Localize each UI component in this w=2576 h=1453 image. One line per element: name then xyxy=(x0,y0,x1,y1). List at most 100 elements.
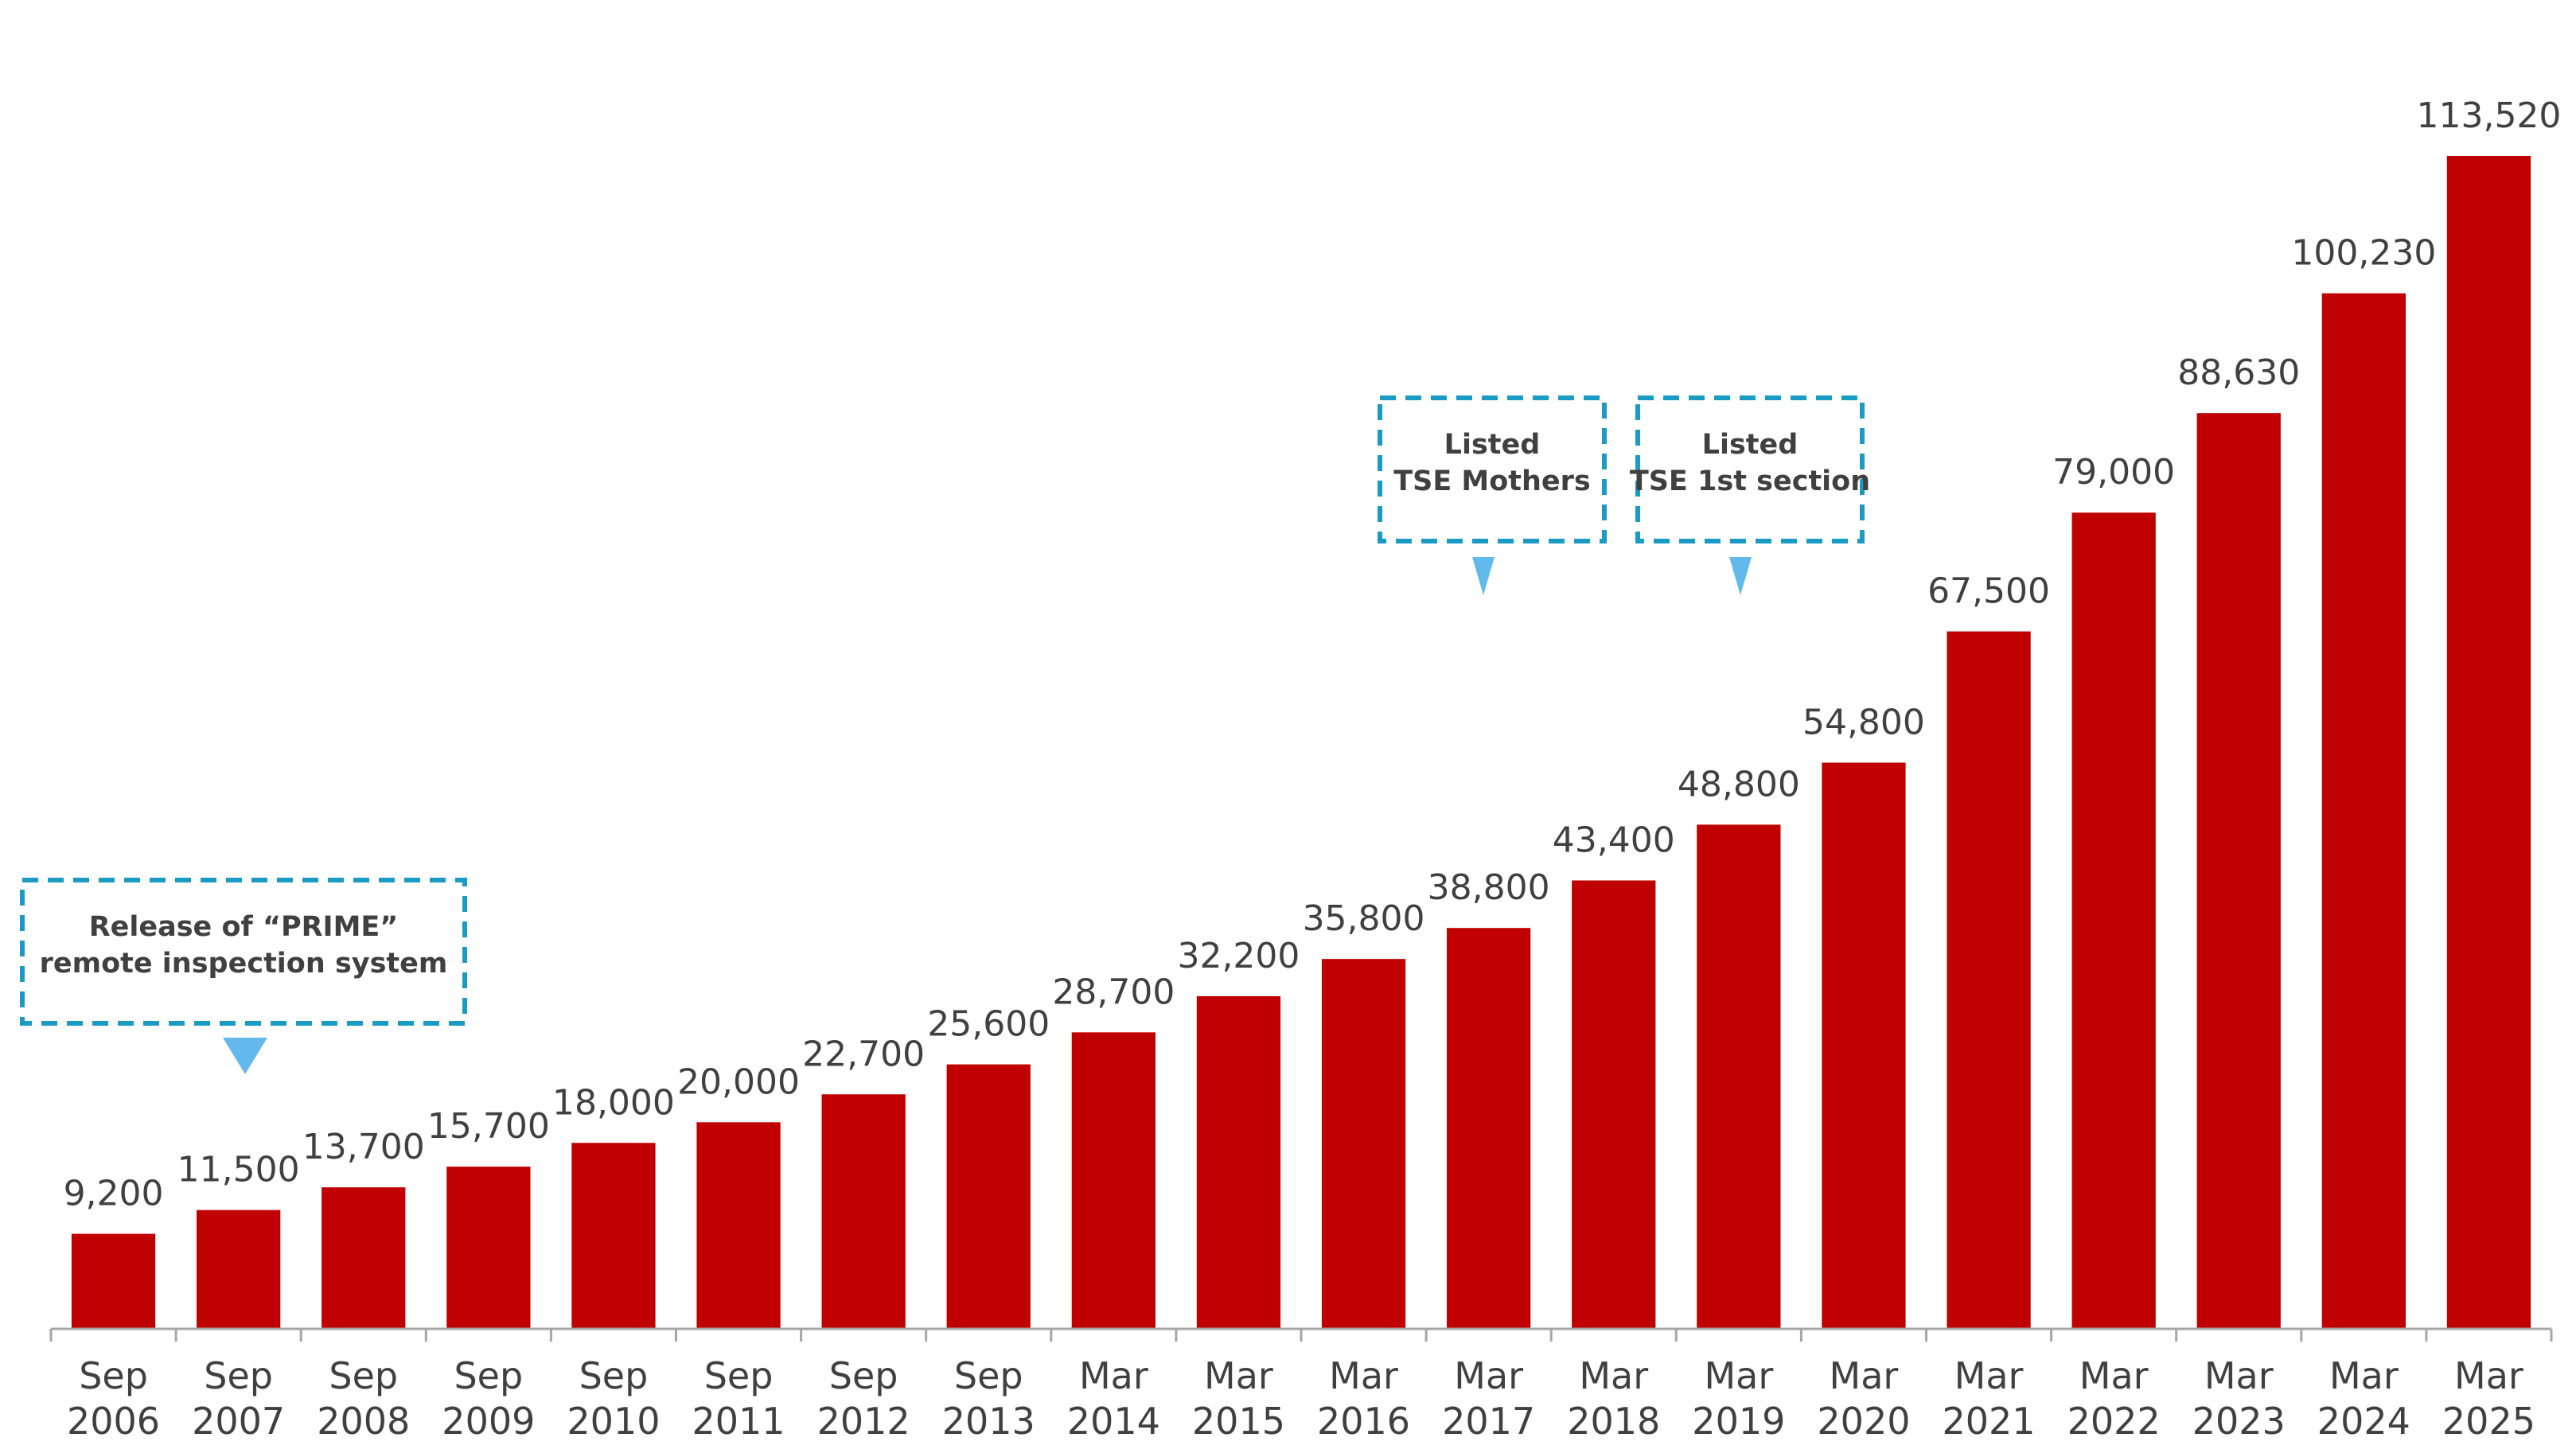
x-tick-label-year-3: 2009 xyxy=(442,1400,535,1443)
bar-value-label-6: 22,700 xyxy=(802,1034,925,1074)
x-tick-label-year-12: 2018 xyxy=(1567,1400,1660,1443)
bar-value-label-19: 113,520 xyxy=(2416,95,2561,136)
x-tick-label-month-7: Sep xyxy=(954,1354,1023,1397)
bar-value-label-2: 13,700 xyxy=(302,1127,425,1167)
x-tick-label-month-11: Mar xyxy=(1454,1354,1523,1397)
x-tick-label-month-18: Mar xyxy=(2329,1354,2399,1397)
annotation-text-2-1: TSE 1st section xyxy=(1630,466,1870,497)
x-tick-label-month-4: Sep xyxy=(579,1354,649,1397)
x-tick-label-year-18: 2024 xyxy=(2317,1400,2410,1443)
bars-layer xyxy=(71,156,2531,1329)
x-tick-label-month-3: Sep xyxy=(454,1354,523,1397)
bar-value-label-16: 79,000 xyxy=(2052,452,2175,493)
x-tick-label-month-17: Mar xyxy=(2204,1354,2274,1397)
bar-10 xyxy=(1321,959,1406,1329)
annotation-text-0-0: Release of “PRIME” xyxy=(89,911,399,943)
bar-value-label-17: 88,630 xyxy=(2177,353,2300,393)
bar-16 xyxy=(2071,512,2156,1329)
bar-5 xyxy=(696,1122,781,1329)
x-tick-label-year-17: 2023 xyxy=(2192,1400,2286,1443)
x-tick-label-month-8: Mar xyxy=(1079,1354,1148,1397)
bar-value-label-5: 20,000 xyxy=(677,1062,800,1102)
x-tick-label-year-7: 2013 xyxy=(942,1400,1035,1443)
bar-value-labels: 9,200 11,50013,70015,70018,00020,00022,70… xyxy=(64,95,2562,1214)
bar-value-label-18: 100,230 xyxy=(2291,233,2436,274)
x-tick-label-month-0: Sep xyxy=(79,1354,148,1397)
bar-0 xyxy=(71,1233,156,1329)
bar-3 xyxy=(446,1167,531,1329)
bar-11 xyxy=(1447,928,1531,1329)
bar-7 xyxy=(946,1064,1031,1329)
annotation-arrow-icon-1 xyxy=(1472,557,1495,595)
x-tick-label-month-15: Mar xyxy=(1954,1354,2024,1397)
x-axis-ticks xyxy=(49,1329,2553,1342)
bar-value-label-8: 28,700 xyxy=(1052,972,1175,1012)
bar-6 xyxy=(821,1094,906,1329)
x-tick-label-year-19: 2025 xyxy=(2442,1400,2535,1443)
bar-value-label-15: 67,500 xyxy=(1927,571,2050,612)
bar-value-label-12: 43,400 xyxy=(1553,820,1675,860)
x-tick-label-month-5: Sep xyxy=(704,1354,774,1397)
x-tick-label-year-13: 2019 xyxy=(1692,1400,1785,1443)
x-tick-label-year-9: 2015 xyxy=(1192,1400,1285,1443)
bar-value-label-0: 9,200 xyxy=(64,1174,164,1214)
bar-4 xyxy=(571,1143,656,1329)
x-tick-label-month-1: Sep xyxy=(204,1354,273,1397)
annotation-arrow-icon-0 xyxy=(223,1038,267,1074)
x-tick-label-year-15: 2021 xyxy=(1943,1400,2036,1443)
bar-value-label-3: 15,700 xyxy=(427,1106,550,1147)
bar-1 xyxy=(197,1210,281,1329)
bar-value-label-14: 54,800 xyxy=(1802,702,1925,742)
bar-12 xyxy=(1572,880,1656,1329)
bar-value-label-10: 35,800 xyxy=(1303,898,1425,939)
annotation-arrow-icon-2 xyxy=(1729,557,1752,595)
x-tick-label-year-10: 2016 xyxy=(1317,1400,1410,1443)
x-tick-label-month-14: Mar xyxy=(1830,1354,1899,1397)
annotation-box-2 xyxy=(1635,395,1865,543)
x-tick-label-year-0: 2006 xyxy=(67,1400,160,1443)
bar-17 xyxy=(2196,413,2281,1329)
annotation-text-2-0: Listed xyxy=(1702,429,1799,461)
bar-value-label-9: 32,200 xyxy=(1177,936,1300,976)
annotations-layer: Release of “PRIME” remote inspection syst… xyxy=(20,395,1870,1074)
annotation-text-1-1: TSE Mothers xyxy=(1393,466,1591,497)
bar-value-label-1: 11,500 xyxy=(177,1150,300,1190)
bar-8 xyxy=(1071,1032,1155,1329)
annotation-text-1-0: Listed xyxy=(1444,429,1541,461)
x-tick-label-month-9: Mar xyxy=(1204,1354,1273,1397)
bar-14 xyxy=(1822,762,1906,1329)
annotation-text-0-1: remote inspection system xyxy=(40,948,448,980)
x-tick-label-year-5: 2011 xyxy=(692,1400,785,1443)
x-tick-label-month-6: Sep xyxy=(829,1354,898,1397)
x-tick-label-year-14: 2020 xyxy=(1817,1400,1910,1443)
bar-value-label-4: 18,000 xyxy=(552,1082,675,1123)
x-axis-tick-labels: Sep2006Sep2007Sep2008Sep2009Sep2010Sep20… xyxy=(67,1354,2535,1443)
bar-13 xyxy=(1697,824,1781,1329)
annotation-box-1 xyxy=(1378,395,1607,543)
x-tick-label-year-6: 2012 xyxy=(817,1400,910,1443)
x-tick-label-month-19: Mar xyxy=(2454,1354,2523,1397)
bar-19 xyxy=(2446,156,2531,1329)
x-tick-label-month-12: Mar xyxy=(1579,1354,1648,1397)
bar-2 xyxy=(322,1187,406,1329)
x-tick-label-year-16: 2022 xyxy=(2067,1400,2161,1443)
bar-9 xyxy=(1196,995,1281,1329)
bar-value-label-11: 38,800 xyxy=(1428,867,1550,908)
bar-value-label-13: 48,800 xyxy=(1678,764,1800,804)
annotation-0: Release of “PRIME” remote inspection syst… xyxy=(20,878,467,1074)
x-tick-label-year-2: 2008 xyxy=(317,1400,410,1443)
x-tick-label-month-10: Mar xyxy=(1329,1354,1398,1397)
annotation-box-0 xyxy=(20,878,467,1026)
x-tick-label-year-4: 2010 xyxy=(567,1400,660,1443)
x-tick-label-month-16: Mar xyxy=(2079,1354,2149,1397)
annotation-2: Listed TSE 1st section xyxy=(1630,395,1870,595)
x-tick-label-month-13: Mar xyxy=(1704,1354,1773,1397)
x-tick-label-year-1: 2007 xyxy=(192,1400,285,1443)
bar-15 xyxy=(1947,631,2031,1329)
annotation-1: Listed TSE Mothers xyxy=(1378,395,1607,595)
x-tick-label-year-11: 2017 xyxy=(1442,1400,1535,1443)
x-tick-label-year-8: 2014 xyxy=(1067,1400,1160,1443)
bar-18 xyxy=(2321,293,2406,1329)
x-tick-label-month-2: Sep xyxy=(329,1354,398,1397)
